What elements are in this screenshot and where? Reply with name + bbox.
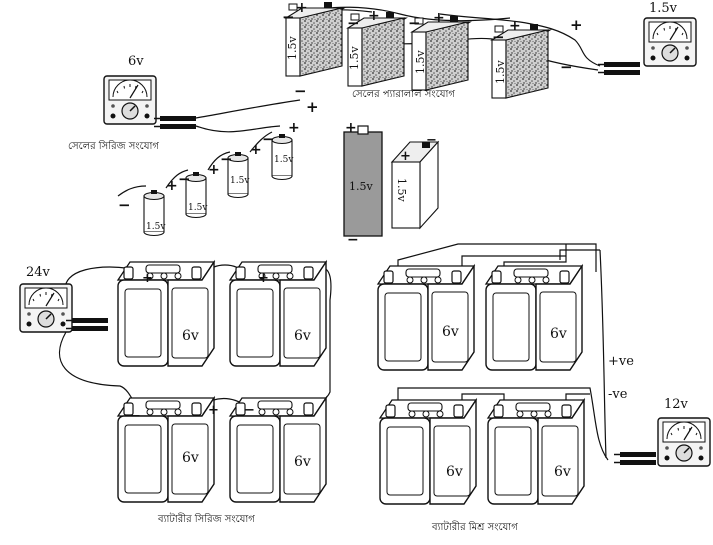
mixed-battery-label-1: 6v xyxy=(442,324,459,340)
flat-cell-label: 1.5v xyxy=(395,178,408,202)
parallel-output-plus: + xyxy=(570,16,583,34)
mixed-battery-label-4: 6v xyxy=(554,464,571,480)
parallel-cell-label-1: 1.5v xyxy=(286,36,299,60)
series-output-plus: + xyxy=(306,98,319,116)
single-cell-plus: + xyxy=(345,120,357,136)
parallel-plus-sign: + xyxy=(433,10,445,26)
flat-cell-plus: + xyxy=(400,149,411,164)
mixed-battery-1 xyxy=(377,265,475,371)
battery-series-plus: + xyxy=(208,403,219,418)
mixed-battery-label-3: 6v xyxy=(446,464,463,480)
parallel-plus-sign: + xyxy=(368,8,380,24)
battery-series-plus: + xyxy=(258,271,269,286)
mixed-battery-4 xyxy=(487,399,585,505)
parallel-meter-reading: 1.5v xyxy=(649,1,678,16)
parallel-minus-sign: − xyxy=(347,14,360,32)
series-cells-caption: সেলের সিরিজ সংযোগ xyxy=(68,140,159,152)
parallel-plus-sign: + xyxy=(296,0,308,16)
series-battery-label-4: 6v xyxy=(294,454,311,470)
series-cell-label-1: 1.5v xyxy=(146,222,166,232)
series-meter-reading: 6v xyxy=(128,54,144,69)
parallel-minus-sign: − xyxy=(282,8,295,26)
parallel-cell-label-4: 1.5v xyxy=(494,60,507,84)
negative-terminal-label: -ve xyxy=(608,387,628,402)
series-cells-group: 6v সেলের সিরিজ সংযোগ 1.5v 1.5v 1.5v 1.5v… xyxy=(68,54,319,237)
series-battery-label-3: 6v xyxy=(182,450,199,466)
series-plus-sign: + xyxy=(208,162,220,178)
battery-series-caption: ব্যাটারীর সিরিজ সংযোগ xyxy=(157,512,255,525)
single-cell-group: 1.5v + − 1.5v + − xyxy=(343,120,440,248)
parallel-minus-sign: − xyxy=(492,28,505,46)
series-plus-sign: + xyxy=(250,142,262,158)
mixed-multimeter xyxy=(657,417,711,467)
parallel-probe-leads xyxy=(597,61,641,76)
series-battery-2 xyxy=(229,261,327,367)
single-cell-label: 1.5v xyxy=(349,180,373,193)
battery-series-multimeter xyxy=(19,283,73,333)
series-minus-sign: − xyxy=(262,130,275,148)
mixed-battery-2 xyxy=(485,265,583,371)
single-cell-cylinder xyxy=(343,131,383,237)
series-plus-sign: + xyxy=(288,120,300,136)
battery-series-minus: − xyxy=(130,409,141,424)
parallel-caption: সেলের প্যারালাল সংযোগ xyxy=(352,89,455,100)
flat-cell-minus: − xyxy=(426,133,437,148)
parallel-cell-label-3: 1.5v xyxy=(414,50,427,74)
battery-mixed-group: 6v 6v 6v 6v +ve -ve 12v ব্যাটারীর মিশ্র … xyxy=(377,243,711,533)
positive-terminal-label: +ve xyxy=(608,354,634,369)
series-multimeter xyxy=(103,75,157,125)
parallel-multimeter xyxy=(643,17,697,67)
mixed-battery-3 xyxy=(379,399,477,505)
parallel-minus-sign: − xyxy=(408,14,421,32)
series-probe-leads xyxy=(153,115,197,130)
series-minus-sign: − xyxy=(220,150,233,168)
mixed-battery-label-2: 6v xyxy=(550,326,567,342)
series-cell-label-2: 1.5v xyxy=(188,203,208,213)
battery-series-minus: − xyxy=(244,403,255,418)
series-cell-label-3: 1.5v xyxy=(230,176,250,186)
battery-series-meter-reading: 24v xyxy=(26,265,51,280)
series-minus-sign: − xyxy=(178,170,191,188)
series-battery-label-1: 6v xyxy=(182,328,199,344)
battery-series-group: 24v 6v 6v 6v 6v + + − + − ব্যাটারীর সিরি… xyxy=(19,261,332,525)
single-cell-minus: − xyxy=(347,232,359,248)
parallel-cells-group: 1.5v 1.5v 1.5v 1.5v − + − + − + − + + − … xyxy=(282,0,697,100)
series-minus-sign: − xyxy=(118,196,131,214)
battery-mixed-caption: ব্যাটারীর মিশ্র সংযোগ xyxy=(431,520,518,533)
parallel-cell-label-2: 1.5v xyxy=(348,46,361,70)
series-cell-label-4: 1.5v xyxy=(274,155,294,165)
battery-series-plus: + xyxy=(142,271,153,286)
mixed-probe-leads xyxy=(613,451,657,466)
series-plus-sign: + xyxy=(166,178,178,194)
series-battery-1 xyxy=(117,261,215,367)
parallel-output-minus: − xyxy=(560,58,573,76)
series-battery-label-2: 6v xyxy=(294,328,311,344)
series-output-minus: − xyxy=(294,82,307,100)
mixed-meter-reading: 12v xyxy=(664,397,689,412)
flat-cell xyxy=(391,161,421,229)
parallel-plus-sign: + xyxy=(509,18,521,34)
